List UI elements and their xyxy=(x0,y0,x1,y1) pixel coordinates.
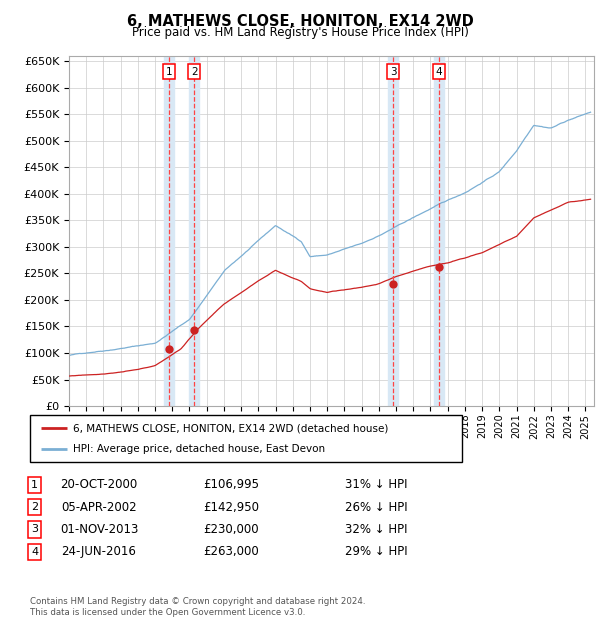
Text: 1: 1 xyxy=(31,480,38,490)
Text: 4: 4 xyxy=(436,66,442,76)
Text: £230,000: £230,000 xyxy=(203,523,259,536)
Bar xyxy=(434,56,444,406)
Text: £142,950: £142,950 xyxy=(203,501,259,513)
Text: £106,995: £106,995 xyxy=(203,479,259,491)
Bar xyxy=(189,56,199,406)
Bar xyxy=(388,56,398,406)
Text: Contains HM Land Registry data © Crown copyright and database right 2024.
This d: Contains HM Land Registry data © Crown c… xyxy=(30,598,365,617)
Text: 4: 4 xyxy=(31,547,38,557)
Text: 1: 1 xyxy=(166,66,172,76)
Text: 31% ↓ HPI: 31% ↓ HPI xyxy=(345,479,407,491)
Text: 29% ↓ HPI: 29% ↓ HPI xyxy=(345,546,407,558)
Text: £263,000: £263,000 xyxy=(203,546,259,558)
Text: 01-NOV-2013: 01-NOV-2013 xyxy=(60,523,138,536)
Text: 3: 3 xyxy=(31,525,38,534)
Text: 05-APR-2002: 05-APR-2002 xyxy=(61,501,137,513)
Text: HPI: Average price, detached house, East Devon: HPI: Average price, detached house, East… xyxy=(73,444,325,454)
Text: 2: 2 xyxy=(31,502,38,512)
Text: 3: 3 xyxy=(390,66,397,76)
Text: Price paid vs. HM Land Registry's House Price Index (HPI): Price paid vs. HM Land Registry's House … xyxy=(131,26,469,39)
Text: 2: 2 xyxy=(191,66,197,76)
Text: 26% ↓ HPI: 26% ↓ HPI xyxy=(345,501,407,513)
Text: 32% ↓ HPI: 32% ↓ HPI xyxy=(345,523,407,536)
Text: 6, MATHEWS CLOSE, HONITON, EX14 2WD: 6, MATHEWS CLOSE, HONITON, EX14 2WD xyxy=(127,14,473,29)
Text: 6, MATHEWS CLOSE, HONITON, EX14 2WD (detached house): 6, MATHEWS CLOSE, HONITON, EX14 2WD (det… xyxy=(73,423,389,433)
Bar xyxy=(164,56,174,406)
Text: 24-JUN-2016: 24-JUN-2016 xyxy=(62,546,136,558)
Text: 20-OCT-2000: 20-OCT-2000 xyxy=(61,479,137,491)
